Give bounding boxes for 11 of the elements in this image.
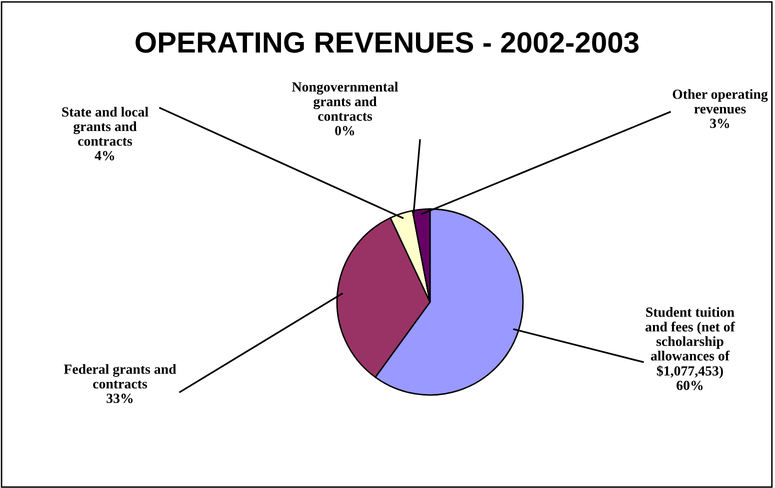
slice-label: Federal grants and contracts: [64, 364, 176, 389]
slice-label: Other operating revenues: [672, 89, 768, 114]
slice-label: State and local grants and contracts: [62, 106, 148, 146]
data-label: 4%: [94, 150, 114, 160]
text: 0%: [335, 126, 354, 136]
data-label: 33%: [106, 394, 133, 404]
data-label: 3%: [710, 118, 730, 128]
data-label: 60%: [676, 380, 703, 390]
chart-title: OPERATING REVENUES - 2002-2003: [136, 32, 639, 53]
category-label: Nongovernmental grants and contracts: [292, 82, 398, 121]
slice-label: Student tuition and fees (net of scholarship allowances of $1,077,453): [646, 307, 736, 378]
